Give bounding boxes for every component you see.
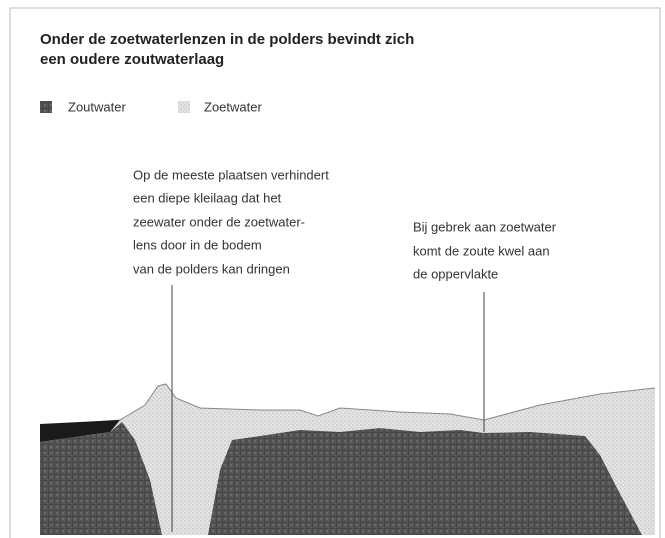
annotation-text: lens door in de bodem xyxy=(133,237,262,252)
annotation-text: van de polders kan dringen xyxy=(133,261,290,276)
salt-water xyxy=(208,428,642,535)
legend-label: Zoutwater xyxy=(68,99,126,114)
annotation-text: Bij gebrek aan zoetwater xyxy=(413,219,557,234)
infographic: Onder de zoetwaterlenzen in de polders b… xyxy=(0,0,665,538)
annotation-text: zeewater onder de zoetwater- xyxy=(133,214,305,229)
annotation-text: een diepe kleilaag dat het xyxy=(133,190,282,205)
legend-swatch-salt xyxy=(40,101,52,113)
legend-swatch-fresh xyxy=(178,101,190,113)
annotation-text: de oppervlakte xyxy=(413,266,498,281)
title-line: een oudere zoutwaterlaag xyxy=(40,51,224,68)
legend-label: Zoetwater xyxy=(204,99,262,114)
annotation-text: Op de meeste plaatsen verhindert xyxy=(133,167,329,182)
annotation-text: komt de zoute kwel aan xyxy=(413,243,550,258)
title-line: Onder de zoetwaterlenzen in de polders b… xyxy=(40,31,414,48)
